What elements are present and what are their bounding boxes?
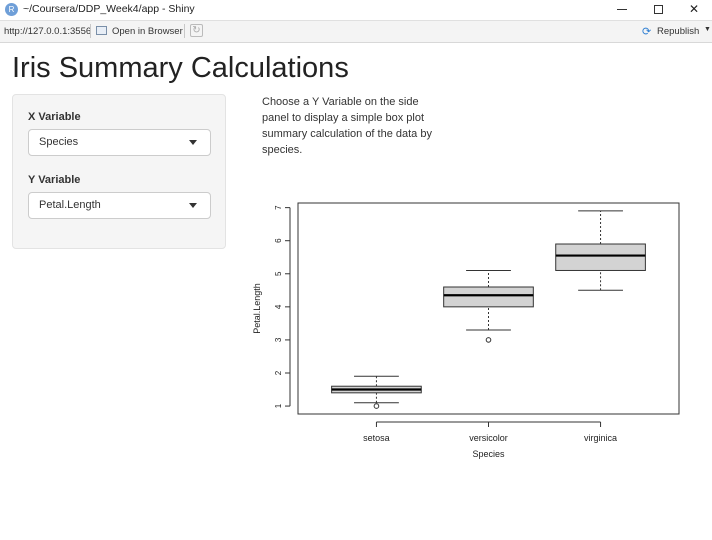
y-variable-select[interactable]: Petal.Length <box>28 192 211 219</box>
close-icon[interactable]: ✕ <box>688 2 700 16</box>
republish-dropdown-icon[interactable]: ▼ <box>704 26 711 33</box>
y-tick-label: 1 <box>274 403 283 408</box>
x-tick-label: versicolor <box>469 433 508 443</box>
box-iqr <box>443 286 534 308</box>
toolbar-divider <box>90 24 91 38</box>
republish-button[interactable]: Republish <box>657 26 700 37</box>
x-tick-label: setosa <box>363 433 390 443</box>
window-title: ~/Coursera/DDP_Week4/app - Shiny <box>23 3 195 15</box>
outlier-point <box>373 403 380 409</box>
y-variable-label: Y Variable <box>28 174 81 186</box>
x-variable-value: Species <box>39 136 79 148</box>
y-tick-label: 3 <box>274 337 283 342</box>
maximize-icon[interactable] <box>640 0 676 20</box>
x-variable-label: X Variable <box>28 111 81 123</box>
boxplot-chart: 1 2 3 4 5 6 7 setosa versicolor virginica Species P… <box>252 202 680 459</box>
y-tick-label: 6 <box>274 238 283 243</box>
plot-frame <box>297 202 680 415</box>
box-iqr <box>555 243 646 271</box>
x-variable-select[interactable]: Species <box>28 129 211 156</box>
chevron-down-icon[interactable] <box>189 203 197 208</box>
minimize-icon[interactable] <box>604 0 640 20</box>
open-in-browser-icon[interactable] <box>96 26 107 35</box>
box-setosa <box>331 375 422 409</box>
y-tick-label: 4 <box>274 304 283 309</box>
y-tick-label: 5 <box>274 271 283 276</box>
url-display[interactable]: http://127.0.0.1:3556 <box>4 26 92 37</box>
y-tick-label: 7 <box>274 205 283 210</box>
y-variable-value: Petal.Length <box>39 199 101 211</box>
y-tick-label: 2 <box>274 370 283 375</box>
outlier-point <box>485 337 492 343</box>
chevron-down-icon[interactable] <box>189 140 197 145</box>
y-axis-title: Petal.Length <box>252 283 262 334</box>
window-title-bar: R ~/Coursera/DDP_Week4/app - Shiny ✕ <box>0 0 712 20</box>
description-text: Choose a Y Variable on the side panel to… <box>262 96 432 156</box>
rstudio-app-icon: R <box>5 3 18 16</box>
refresh-icon[interactable]: ↻ <box>190 24 203 37</box>
x-tick-label: virginica <box>584 433 617 443</box>
box-versicolor <box>443 269 534 343</box>
sidebar-panel: X Variable Species Y Variable Petal.Leng… <box>12 94 226 249</box>
open-in-browser-button[interactable]: Open in Browser <box>112 26 183 37</box>
toolbar-divider <box>184 24 185 38</box>
republish-icon[interactable]: ⟳ <box>642 26 652 38</box>
box-virginica <box>555 210 646 291</box>
page-title: Iris Summary Calculations <box>12 52 349 84</box>
x-axis-title: Species <box>472 449 505 459</box>
viewer-toolbar: http://127.0.0.1:3556 Open in Browser ↻ … <box>0 20 712 43</box>
